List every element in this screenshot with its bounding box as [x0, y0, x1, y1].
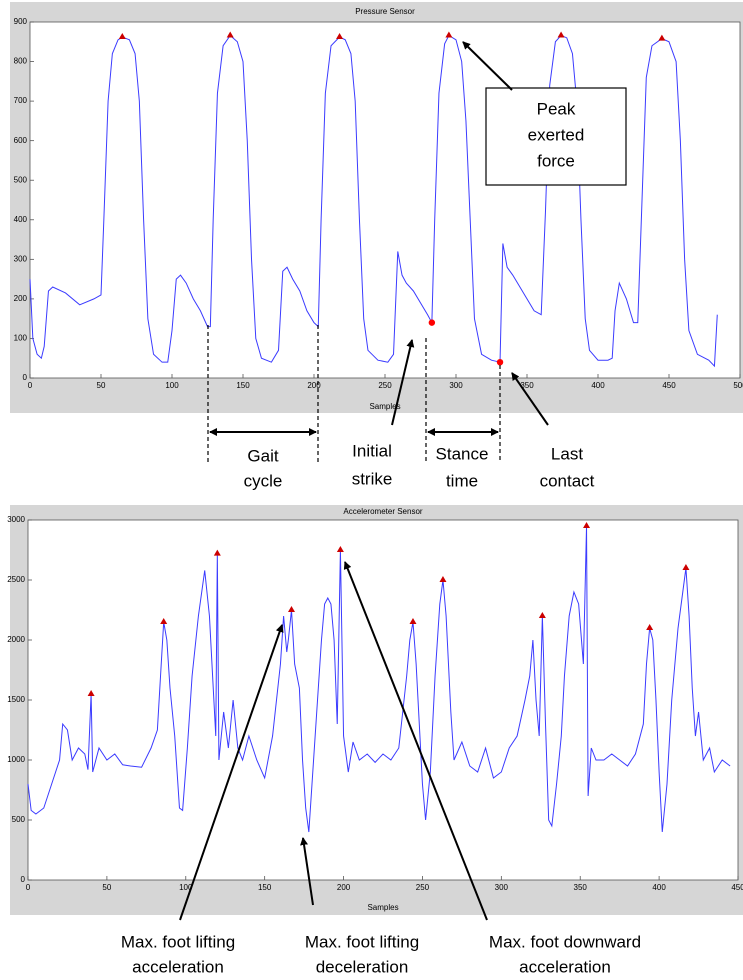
annotation: acceleration: [132, 957, 224, 976]
arrow: [391, 339, 415, 426]
x-tick-label: 150: [236, 381, 250, 390]
annotation: Stance: [436, 444, 489, 463]
peak-marker: [336, 33, 344, 40]
arrow: [343, 561, 488, 921]
event-marker: [428, 319, 436, 326]
x-tick-label: 300: [495, 883, 509, 892]
annotation: contact: [540, 471, 595, 490]
annotation: strike: [352, 469, 393, 488]
y-tick-label: 200: [14, 294, 28, 303]
peak-marker: [87, 690, 95, 696]
y-tick-label: 100: [14, 334, 28, 343]
y-tick-label: 2500: [7, 575, 25, 584]
x-tick-label: 200: [307, 381, 321, 390]
annotation: time: [446, 471, 478, 490]
peak-marker: [445, 31, 453, 38]
y-tick-label: 500: [14, 175, 28, 184]
y-tick-label: 900: [14, 17, 28, 26]
data-line: [27, 525, 731, 833]
x-tick-label: 100: [165, 381, 179, 390]
arrow: [511, 372, 549, 426]
annotation: Gait: [247, 446, 278, 465]
peak-marker: [646, 624, 654, 630]
x-tick-label: 200: [337, 883, 351, 892]
peak-marker: [160, 618, 168, 624]
arrow: [179, 624, 284, 921]
annotation: Max. foot lifting: [305, 932, 419, 951]
data-line: [29, 34, 718, 368]
peak-marker: [336, 546, 344, 552]
y-tick-label: 800: [14, 57, 28, 66]
annotation: acceleration: [519, 957, 611, 976]
x-tick-label: 0: [28, 381, 33, 390]
chart-title: Accelerometer Sensor: [343, 507, 422, 516]
callout-box: [485, 87, 627, 186]
y-tick-label: 1500: [7, 695, 25, 704]
x-axis-label: Samples: [367, 903, 398, 912]
y-tick-label: 1000: [7, 755, 25, 764]
peak-marker: [409, 618, 417, 624]
y-tick-label: 2000: [7, 635, 25, 644]
y-tick-label: 500: [12, 815, 26, 824]
peak-marker: [287, 606, 295, 612]
x-tick-label: 350: [520, 381, 534, 390]
y-tick-label: 3000: [7, 515, 25, 524]
y-tick-label: 600: [14, 136, 28, 145]
arrow: [300, 837, 314, 906]
peak-marker: [557, 31, 565, 38]
annotation: Peak: [537, 99, 576, 118]
x-tick-label: 450: [731, 883, 743, 892]
x-tick-label: 150: [258, 883, 272, 892]
y-tick-label: 0: [23, 373, 28, 382]
peak-marker: [682, 564, 690, 570]
event-marker: [496, 358, 504, 366]
annotation: cycle: [244, 471, 283, 490]
peak-marker: [213, 549, 221, 556]
y-tick-label: 400: [14, 215, 28, 224]
peak-marker: [658, 34, 666, 41]
x-tick-label: 50: [102, 883, 111, 892]
x-tick-label: 50: [97, 381, 106, 390]
x-tick-label: 0: [26, 883, 31, 892]
peak-marker: [226, 31, 234, 38]
annotation: Max. foot lifting: [121, 932, 235, 951]
x-tick-label: 250: [416, 883, 430, 892]
x-tick-label: 450: [662, 381, 676, 390]
y-tick-label: 300: [14, 254, 28, 263]
x-tick-label: 100: [179, 883, 193, 892]
annotation: Last: [551, 444, 583, 463]
annotation: force: [537, 151, 575, 170]
y-tick-label: 0: [21, 875, 26, 884]
x-tick-label: 250: [378, 381, 392, 390]
annotation: exerted: [528, 125, 585, 144]
x-tick-label: 350: [574, 883, 588, 892]
annotation: Max. foot downward: [489, 932, 641, 951]
x-tick-label: 300: [449, 381, 463, 390]
annotation: Initial: [352, 441, 392, 460]
x-tick-label: 500: [733, 381, 743, 390]
peak-marker: [538, 612, 546, 618]
y-tick-label: 700: [14, 96, 28, 105]
x-tick-label: 400: [652, 883, 666, 892]
peak-marker: [583, 522, 591, 528]
annotation: deceleration: [316, 957, 409, 976]
arrow: [462, 41, 513, 91]
x-tick-label: 400: [591, 381, 605, 390]
peak-marker: [439, 576, 447, 582]
plot-area: [27, 519, 739, 881]
peak-marker: [118, 33, 126, 40]
x-axis-label: Samples: [369, 402, 400, 411]
plot-area: [29, 21, 741, 379]
chart-title: Pressure Sensor: [355, 7, 415, 16]
